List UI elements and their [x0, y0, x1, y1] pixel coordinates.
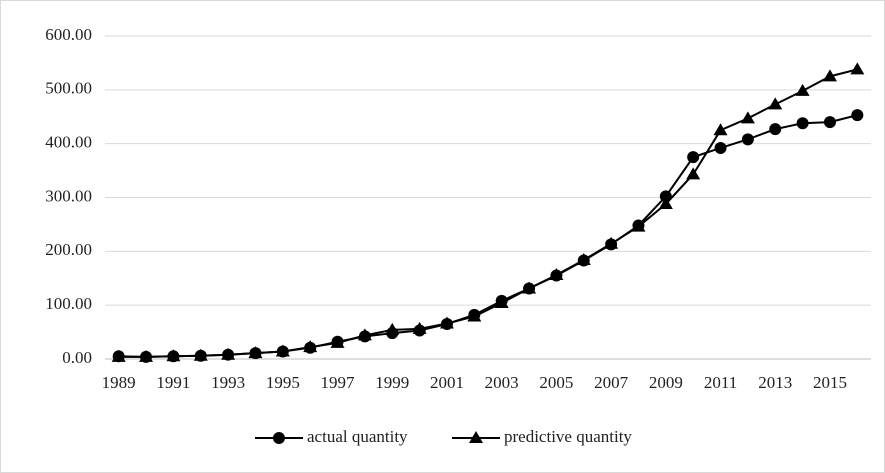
x-tick-label: 2009 — [649, 373, 683, 392]
series-line — [118, 68, 858, 358]
data-point — [686, 167, 701, 180]
data-point — [303, 340, 318, 353]
data-point — [796, 117, 809, 130]
data-point — [522, 281, 537, 294]
y-tick-label: 300.00 — [45, 186, 92, 205]
data-point — [768, 97, 783, 110]
y-tick-label: 200.00 — [45, 240, 92, 259]
x-tick-label: 2013 — [758, 373, 792, 392]
data-point — [467, 309, 482, 322]
x-tick-label: 1989 — [102, 373, 136, 392]
data-point — [193, 348, 208, 361]
data-point — [166, 349, 181, 362]
data-point — [111, 349, 126, 362]
data-point — [576, 252, 591, 265]
legend-marker — [273, 432, 285, 444]
data-point — [549, 268, 564, 281]
data-point — [494, 296, 509, 309]
data-point — [330, 335, 345, 348]
x-tick-label: 2007 — [594, 373, 629, 392]
x-tick-label: 1993 — [211, 373, 245, 392]
data-point — [248, 346, 263, 359]
legend-label: predictive quantity — [504, 427, 632, 446]
x-tick-label: 2005 — [539, 373, 573, 392]
x-tick-label: 2001 — [430, 373, 464, 392]
data-point — [275, 344, 290, 357]
y-tick-label: 400.00 — [45, 133, 92, 152]
data-point — [221, 347, 236, 360]
data-point — [357, 328, 372, 341]
x-tick-label: 1999 — [375, 373, 409, 392]
x-tick-label: 2003 — [485, 373, 519, 392]
data-point — [439, 316, 454, 329]
data-point — [822, 69, 837, 82]
x-tick-label: 2011 — [704, 373, 737, 392]
legend-label: actual quantity — [307, 427, 408, 446]
x-tick-label: 1995 — [266, 373, 300, 392]
data-point — [714, 141, 727, 154]
y-tick-label: 500.00 — [45, 79, 92, 98]
data-point — [412, 321, 427, 334]
data-point — [631, 219, 646, 232]
x-tick-label: 1997 — [321, 373, 356, 392]
data-point — [604, 236, 619, 249]
data-point — [658, 196, 673, 209]
y-tick-label: 0.00 — [62, 348, 92, 367]
data-point — [385, 322, 400, 335]
y-tick-label: 600.00 — [45, 25, 92, 44]
legend-marker — [469, 431, 483, 443]
data-point — [139, 349, 154, 362]
data-point — [850, 62, 865, 75]
data-point — [713, 123, 728, 136]
data-point — [795, 83, 810, 96]
x-tick-label: 1991 — [156, 373, 190, 392]
data-point — [687, 151, 700, 164]
y-tick-label: 100.00 — [45, 294, 92, 313]
data-point — [769, 123, 782, 136]
x-tick-label: 2015 — [813, 373, 847, 392]
data-point — [823, 116, 836, 129]
data-point — [741, 133, 754, 146]
data-point — [740, 111, 755, 124]
data-point — [851, 109, 864, 122]
